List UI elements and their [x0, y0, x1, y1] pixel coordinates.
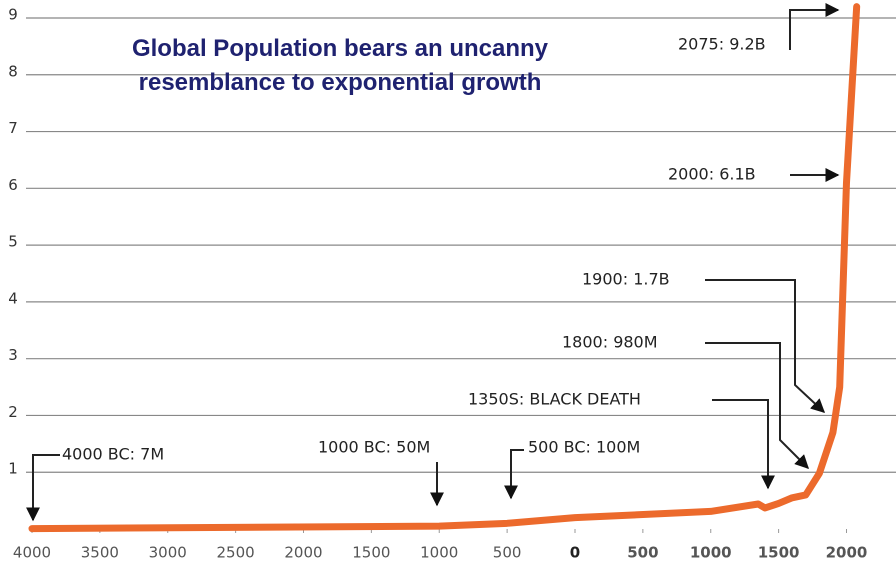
y-tick-label: 7	[8, 119, 18, 137]
population-line	[28, 3, 861, 533]
annotation: 2075: 9.2B	[678, 35, 766, 54]
annotation: 4000 BC: 7M	[62, 445, 164, 464]
annotation: 1900: 1.7B	[582, 270, 670, 289]
x-tick-label: 2000	[284, 544, 322, 562]
x-tick-label: 2500	[217, 544, 255, 562]
x-tick-label: 3500	[81, 544, 119, 562]
x-tick-label: 4000	[13, 544, 51, 562]
y-tick-label: 6	[8, 176, 18, 194]
y-tick-label: 9	[8, 6, 18, 24]
annotation-arrows	[26, 3, 840, 522]
chart-title: Global Population bears an uncanny resem…	[131, 35, 549, 96]
x-tick-label: 2000	[826, 544, 868, 562]
x-tick-label: 1000	[420, 544, 458, 562]
y-tick-label: 4	[8, 289, 18, 307]
y-tick-label: 8	[8, 62, 18, 80]
x-tick-label: 1500	[352, 544, 390, 562]
annotation: 1000 BC: 50M	[318, 438, 430, 457]
y-tick-label: 5	[8, 233, 18, 251]
x-tick-label: 500	[493, 544, 522, 562]
x-tick-label: 3000	[149, 544, 187, 562]
x-tick-label: 0	[570, 544, 580, 562]
annotation: 2000: 6.1B	[668, 165, 756, 184]
y-tick-label: 2	[8, 403, 18, 421]
x-tick-label: 1500	[758, 544, 800, 562]
y-tick-label: 3	[8, 346, 18, 364]
annotation: 1800: 980M	[562, 333, 658, 352]
y-tick-label: 1	[8, 460, 18, 478]
x-tick-label: 1000	[690, 544, 732, 562]
annotation: 500 BC: 100M	[528, 438, 640, 457]
annotation: 1350S: BLACK DEATH	[468, 390, 641, 409]
x-tick-label: 500	[627, 544, 658, 562]
